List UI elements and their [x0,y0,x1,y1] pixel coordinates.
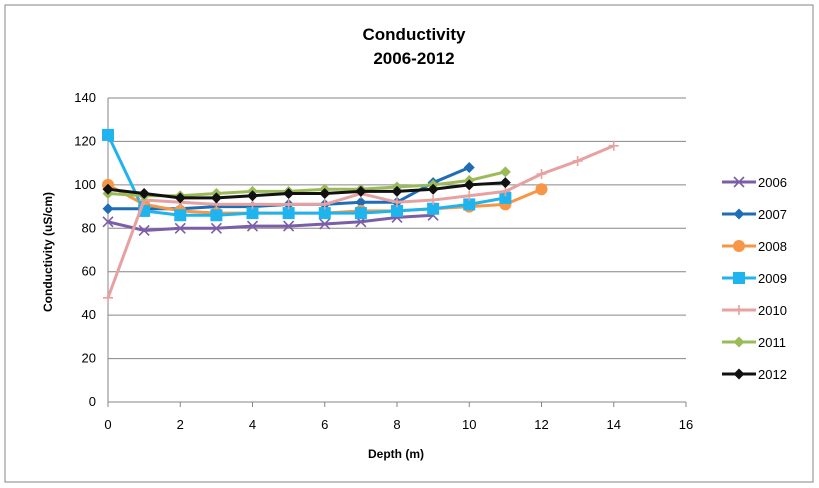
x-tick-label-2: 4 [249,417,256,432]
data-point-2012-5 [283,188,295,200]
data-point-2010-14 [608,140,619,151]
data-point-2009-3 [210,209,223,222]
y-tick-label-5: 100 [74,177,96,192]
legend-label-2010: 2010 [758,303,787,318]
data-point-2009-2 [174,209,187,222]
data-point-2007-7 [355,196,367,208]
data-point-2010-5 [283,199,294,210]
data-point-2012-1 [138,188,150,200]
x-tick-label-1: 2 [177,417,184,432]
legend-label-2007: 2007 [758,207,787,222]
chart-subtitle: 2006-2012 [373,49,454,68]
data-point-2006-5 [283,220,295,232]
legend-label-2009: 2009 [758,271,787,286]
y-axis-title: Conductivity (uS/cm) [41,192,55,312]
data-point-2009-6 [318,207,331,220]
legend-marker-2007 [733,208,745,220]
legend-label-2008: 2008 [758,239,787,254]
legend-label-2011: 2011 [758,335,786,350]
data-point-2012-10 [463,179,475,191]
chart-border [4,4,814,483]
series-group [102,128,619,303]
data-point-2012-11 [499,177,511,189]
legend-label-2012: 2012 [758,367,787,382]
legend-item-2007: 2007 [722,207,787,222]
data-point-2006-3 [210,222,222,234]
legend-label-2006: 2006 [758,175,787,190]
legend-item-2010: 2010 [722,303,787,318]
legend-marker-2010 [734,305,744,315]
data-point-2012-2 [174,192,186,204]
series-line-2012 [107,181,506,200]
data-point-2012-7 [355,185,367,197]
x-tick-label-5: 10 [462,417,476,432]
data-point-2006-2 [174,222,186,234]
series-line-2009 [106,134,506,217]
data-point-2009-10 [463,198,476,211]
x-tick-label-6: 12 [534,417,548,432]
legend-marker-2009 [733,272,745,284]
data-point-2010-8 [392,197,402,208]
data-point-2012-4 [247,190,258,202]
data-point-2006-0 [102,216,114,228]
data-point-2010-10 [464,190,475,201]
data-point-2011-11 [499,166,511,178]
data-point-2012-6 [319,188,331,200]
data-point-2006-1 [138,224,150,237]
data-point-2009-5 [282,207,295,220]
series-2012 [102,177,511,204]
legend-marker-2008 [733,240,745,252]
data-point-2010-13 [572,155,583,166]
data-point-2010-6 [319,199,330,210]
y-tick-label-4: 80 [82,220,96,235]
axes: 0 20 40 60 80 100 120 140 0 2 4 6 8 10 12 14 16 [74,90,693,432]
series-line-2006 [107,213,434,232]
data-point-2012-9 [427,183,439,195]
data-point-2009-4 [246,207,259,220]
x-tick-label-8: 16 [679,417,693,432]
y-tick-label-3: 60 [82,264,96,279]
data-point-2010-9 [428,195,439,206]
y-tick-label-1: 20 [82,351,96,366]
x-tick-label-7: 14 [607,417,621,432]
x-tick-label-0: 0 [104,417,111,432]
legend-item-2011: 2011 [722,335,786,350]
legend-marker-2011 [733,336,745,348]
legend-item-2012: 2012 [722,367,787,382]
data-point-2007-0 [102,203,114,215]
data-point-2006-6 [319,218,331,230]
data-point-2010-12 [536,169,547,179]
x-tick-label-3: 6 [321,417,328,432]
y-tick-label-2: 40 [82,307,96,322]
legend-marker-2012 [733,368,745,380]
x-tick-label-4: 8 [393,417,400,432]
chart-title: Conductivity [363,25,466,44]
data-point-2009-8 [391,204,403,217]
legend-item-2008: 2008 [722,239,787,254]
y-tick-label-0: 0 [89,394,96,409]
legend-item-2009: 2009 [722,271,787,286]
data-point-2009-9 [427,202,440,215]
legend-marker-2006 [733,176,745,188]
data-point-2012-0 [102,183,114,195]
series-2006 [102,209,439,237]
data-point-2009-0 [102,128,114,141]
data-point-2012-8 [391,185,403,197]
legend: 2006 2007 2008 2009 2010 2011 2012 [722,175,787,382]
x-axis-title: Depth (m) [368,447,424,461]
y-tick-label-6: 120 [74,133,96,148]
data-point-2012-3 [210,192,222,204]
legend-item-2006: 2006 [722,175,787,190]
data-point-2009-7 [354,207,367,220]
data-point-2008-12 [535,183,548,196]
data-point-2010-0 [103,292,113,303]
data-point-2009-11 [499,191,512,204]
data-point-2007-10 [463,161,475,173]
data-point-2006-4 [246,220,259,232]
y-tick-label-7: 140 [74,90,96,105]
